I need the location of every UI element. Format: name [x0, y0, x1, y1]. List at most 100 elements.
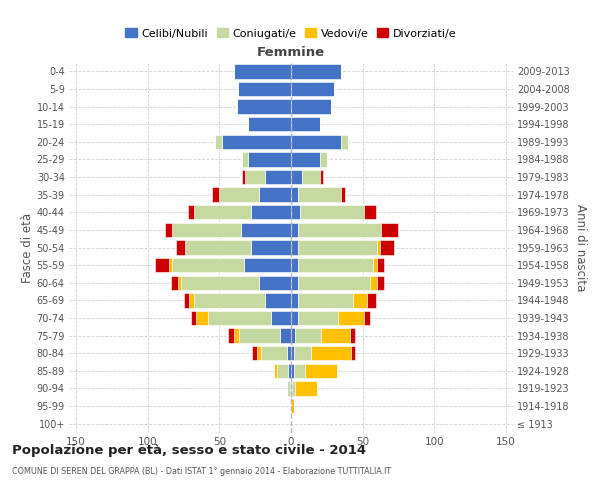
Bar	[291, 346, 294, 360]
Bar	[265, 293, 291, 308]
Bar	[287, 381, 290, 396]
Bar	[298, 240, 377, 254]
Bar	[184, 293, 190, 308]
Bar	[291, 188, 298, 202]
Bar	[245, 170, 265, 184]
Bar	[290, 381, 291, 396]
Bar	[291, 117, 320, 132]
Bar	[298, 222, 381, 237]
Bar	[242, 170, 245, 184]
Bar	[298, 311, 338, 325]
Bar	[155, 258, 169, 272]
Bar	[238, 82, 291, 96]
Bar	[259, 188, 291, 202]
Bar	[170, 276, 178, 290]
Bar	[321, 328, 350, 343]
Legend: Celibi/Nubili, Coniugati/e, Vedovi/e, Divorziati/e: Celibi/Nubili, Coniugati/e, Vedovi/e, Di…	[121, 24, 461, 43]
Bar	[234, 328, 239, 343]
Bar	[298, 258, 373, 272]
Bar	[291, 258, 298, 272]
Bar	[196, 311, 208, 325]
Bar	[242, 152, 248, 166]
Bar	[341, 188, 346, 202]
Bar	[176, 240, 185, 254]
Bar	[228, 328, 234, 343]
Bar	[291, 364, 294, 378]
Bar	[377, 276, 384, 290]
Bar	[194, 205, 251, 220]
Bar	[280, 328, 291, 343]
Y-axis label: Anni di nascita: Anni di nascita	[574, 204, 587, 291]
Bar	[298, 188, 341, 202]
Bar	[377, 258, 384, 272]
Bar	[212, 188, 220, 202]
Bar	[305, 364, 337, 378]
Bar	[341, 134, 348, 149]
Bar	[370, 276, 377, 290]
Bar	[291, 82, 334, 96]
Bar	[288, 364, 291, 378]
Bar	[194, 293, 265, 308]
Text: Popolazione per età, sesso e stato civile - 2014: Popolazione per età, sesso e stato civil…	[12, 444, 366, 457]
Bar	[291, 152, 320, 166]
Bar	[294, 346, 311, 360]
Bar	[291, 170, 302, 184]
Bar	[291, 328, 295, 343]
Bar	[165, 222, 172, 237]
Bar	[291, 222, 298, 237]
Bar	[188, 205, 194, 220]
Bar	[274, 364, 277, 378]
Bar	[208, 311, 271, 325]
Bar	[259, 276, 291, 290]
Bar	[222, 134, 291, 149]
Bar	[294, 364, 305, 378]
Bar	[298, 276, 370, 290]
Bar	[291, 134, 341, 149]
Bar	[338, 311, 364, 325]
Bar	[181, 276, 259, 290]
Bar	[291, 240, 298, 254]
Bar	[251, 205, 291, 220]
Text: COMUNE DI SEREN DEL GRAPPA (BL) - Dati ISTAT 1° gennaio 2014 - Elaborazione TUTT: COMUNE DI SEREN DEL GRAPPA (BL) - Dati I…	[12, 467, 391, 476]
Bar	[178, 276, 181, 290]
Bar	[291, 276, 298, 290]
Bar	[271, 311, 291, 325]
Bar	[248, 117, 291, 132]
Bar	[277, 364, 288, 378]
Bar	[291, 399, 294, 413]
Bar	[291, 205, 299, 220]
Bar	[291, 100, 331, 114]
Bar	[353, 293, 367, 308]
Bar	[351, 346, 355, 360]
Bar	[320, 170, 323, 184]
Bar	[239, 328, 280, 343]
Bar	[311, 346, 351, 360]
Bar	[220, 188, 259, 202]
Bar	[241, 222, 291, 237]
Bar	[244, 258, 291, 272]
Bar	[295, 328, 321, 343]
Bar	[292, 381, 295, 396]
Bar	[172, 258, 244, 272]
Bar	[251, 240, 291, 254]
Bar	[172, 222, 241, 237]
Bar	[257, 346, 261, 360]
Bar	[299, 205, 364, 220]
Bar	[287, 346, 291, 360]
Bar	[191, 311, 196, 325]
Bar	[236, 100, 291, 114]
Bar	[169, 258, 172, 272]
Bar	[215, 134, 222, 149]
Bar	[265, 170, 291, 184]
Bar	[380, 240, 394, 254]
Y-axis label: Fasce di età: Fasce di età	[20, 212, 34, 282]
Bar	[350, 328, 355, 343]
Bar	[302, 170, 320, 184]
Bar	[291, 293, 298, 308]
Bar	[234, 64, 291, 78]
Bar	[298, 293, 353, 308]
Bar	[373, 258, 377, 272]
Bar	[367, 293, 376, 308]
Bar	[291, 381, 292, 396]
Bar	[320, 152, 327, 166]
